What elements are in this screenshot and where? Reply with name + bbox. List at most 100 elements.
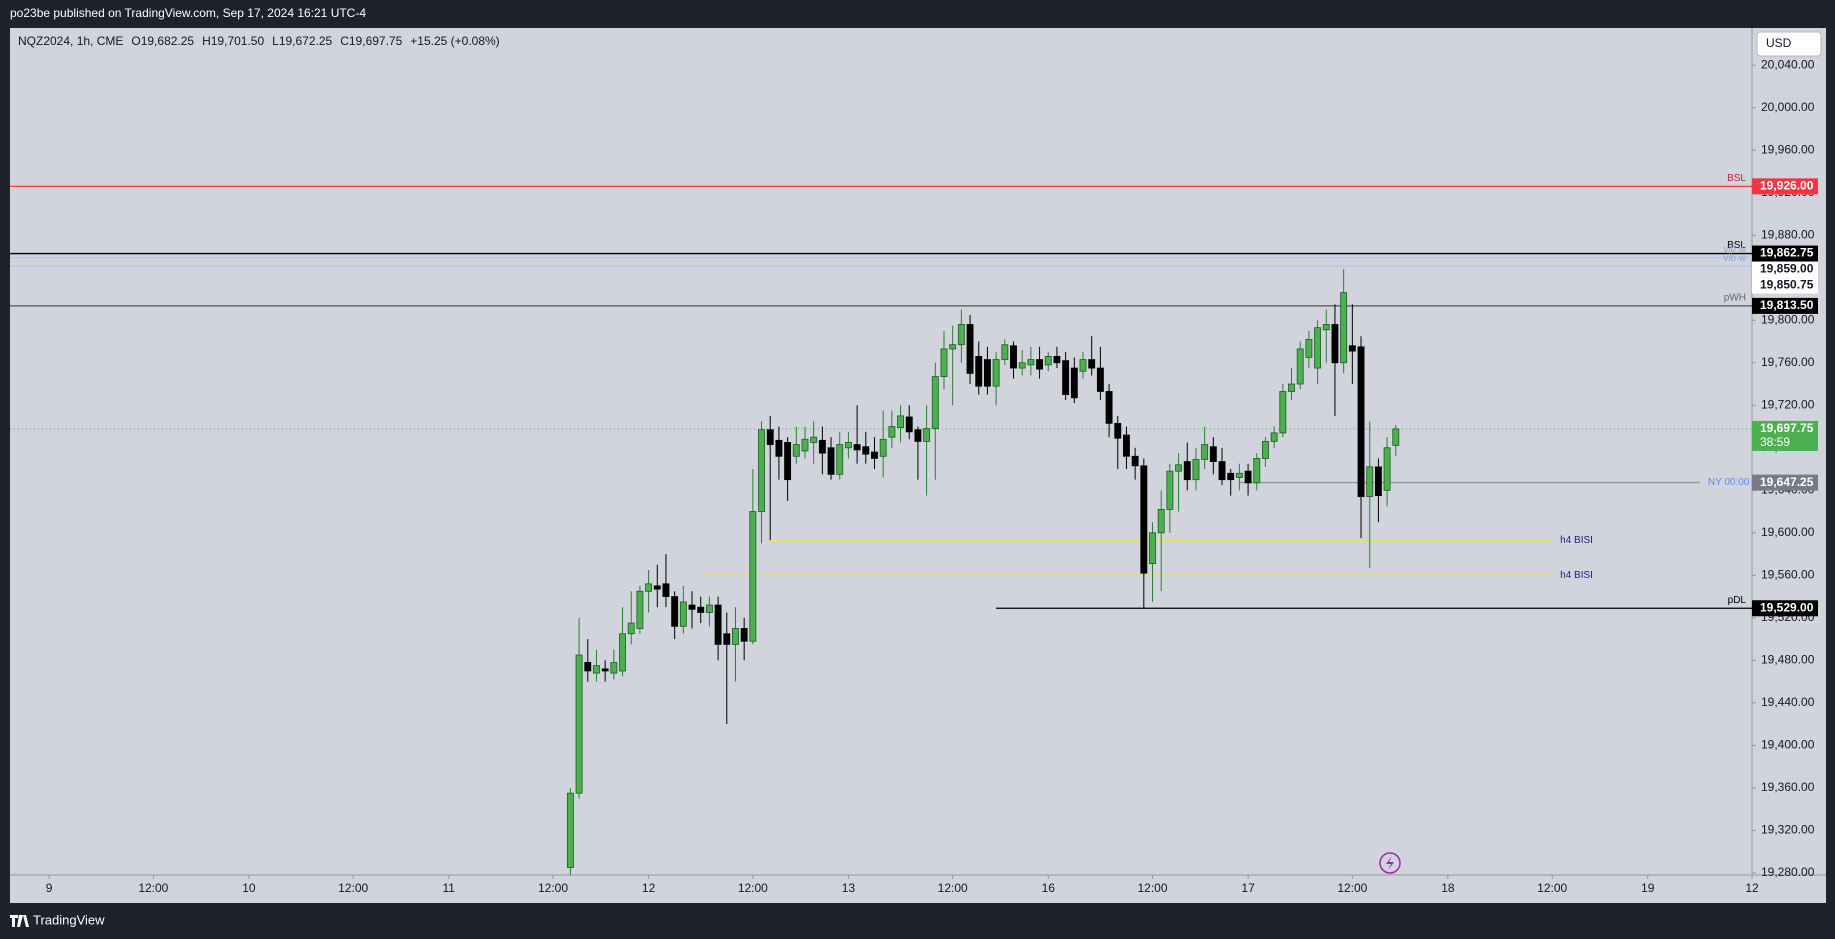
- candle-body: [645, 583, 653, 592]
- candle-body: [1288, 383, 1295, 392]
- candle-body: [1175, 464, 1183, 472]
- currency[interactable]: USD: [1766, 36, 1792, 50]
- candle-body: [1079, 359, 1087, 372]
- candle-body: [1010, 345, 1017, 369]
- candle-body: [1183, 461, 1191, 481]
- price-label-box: [1752, 245, 1818, 262]
- y-tick-label: 20,040.00: [1761, 57, 1815, 71]
- ohlc: H19,701.50: [202, 34, 265, 48]
- candle-body: [1070, 367, 1078, 399]
- price-label: 19,926.00: [1760, 179, 1814, 193]
- price-label: 19,862.75: [1760, 246, 1814, 260]
- candle-body: [784, 442, 792, 481]
- candle-body: [688, 604, 696, 610]
- alert-icon[interactable]: [1379, 852, 1401, 874]
- price-label: 19,850.75: [1760, 278, 1814, 292]
- level-label: vib w: [1723, 253, 1747, 264]
- candle-body: [1044, 355, 1052, 366]
- candle-body: [723, 633, 731, 645]
- candle-body: [1262, 441, 1269, 459]
- ohlc: O19,682.25: [131, 34, 195, 48]
- candle-body: [679, 601, 687, 627]
- candle-body: [601, 668, 609, 672]
- y-tick-label: 19,440.00: [1761, 695, 1815, 709]
- candle-body: [627, 622, 635, 635]
- candle-body: [801, 438, 809, 452]
- candle-body: [1157, 509, 1165, 534]
- candle-body: [697, 606, 705, 613]
- candle-body: [1253, 458, 1261, 484]
- candle-body: [1166, 470, 1174, 510]
- candle-body: [1392, 428, 1400, 446]
- candle-body: [1244, 470, 1252, 484]
- candle-body: [610, 662, 618, 674]
- candle-body: [957, 324, 965, 346]
- price-label-box: [1752, 261, 1818, 278]
- candle-body: [992, 359, 1000, 387]
- candle-body: [1053, 355, 1061, 364]
- y-tick-label: 19,880.00: [1761, 227, 1815, 241]
- candle-body: [983, 359, 991, 387]
- candle-body: [844, 442, 852, 449]
- x-tick-label: 12:00: [338, 881, 368, 895]
- symbol: NQZ2024, 1h, CME: [18, 34, 124, 48]
- y-tick-label: 19,320.00: [1761, 823, 1815, 837]
- candle-body: [888, 426, 896, 438]
- candle-body: [1374, 466, 1382, 497]
- currency-button[interactable]: [1756, 31, 1822, 57]
- candle-body: [931, 376, 939, 430]
- price-label-box: [1752, 277, 1818, 294]
- candle-body: [1314, 327, 1322, 369]
- candle-body: [853, 444, 861, 451]
- brand-logo: [10, 915, 29, 927]
- publisher: po23be published on TradingView.com, Sep…: [10, 6, 366, 20]
- price-axis: [1752, 28, 1826, 875]
- candle-body: [836, 444, 844, 475]
- candle-body: [1001, 344, 1009, 360]
- y-tick-label: 19,560.00: [1761, 567, 1815, 581]
- candle-body: [766, 429, 774, 445]
- candle-body: [966, 324, 974, 374]
- ohlc: L19,672.25: [272, 34, 333, 48]
- x-tick-label: 12:00: [1537, 881, 1567, 895]
- change: +15.25 (+0.08%): [410, 34, 500, 48]
- candle-body: [949, 344, 957, 350]
- candle-body: [758, 429, 765, 512]
- legend: NQZ2024, 1h, CME O19,682.25 H19,701.50 L19,…: [18, 34, 508, 48]
- x-tick-label: 12:00: [1137, 881, 1167, 895]
- candle-body: [1322, 324, 1330, 331]
- candle-body: [1114, 422, 1122, 439]
- candle-body: [1270, 432, 1278, 442]
- candle-body: [1305, 338, 1313, 358]
- current-price-label: 19,697.75: [1760, 421, 1814, 435]
- price-label: 19,813.50: [1760, 298, 1814, 312]
- candle-body: [1366, 466, 1374, 498]
- candle-body: [1348, 345, 1356, 352]
- candle-body: [862, 446, 870, 455]
- candle-body: [1331, 324, 1339, 364]
- x-tick-label: 9: [46, 881, 53, 895]
- candle-body: [575, 654, 583, 794]
- alert-bolt: [1386, 856, 1394, 870]
- candle-body: [1140, 465, 1148, 574]
- y-tick-label: 19,360.00: [1761, 780, 1815, 794]
- candle-body: [1105, 391, 1113, 424]
- candle-body: [1131, 455, 1139, 467]
- x-tick-label: 13: [842, 881, 856, 895]
- x-tick-label: 12: [642, 881, 656, 895]
- candle-body: [897, 415, 904, 428]
- level-label: BSL: [1727, 173, 1746, 184]
- x-tick-label: 12:00: [538, 881, 568, 895]
- x-tick-label: 12:00: [138, 881, 168, 895]
- candle-body: [1062, 360, 1070, 396]
- price-label-box: [1752, 178, 1818, 195]
- y-tick-label: 19,720.00: [1761, 397, 1815, 411]
- candle-body: [940, 348, 948, 377]
- price-label: 19,529.00: [1760, 600, 1814, 614]
- candle-body: [1027, 359, 1035, 366]
- candle-body: [1036, 359, 1044, 370]
- y-tick-label: 20,000.00: [1761, 100, 1815, 114]
